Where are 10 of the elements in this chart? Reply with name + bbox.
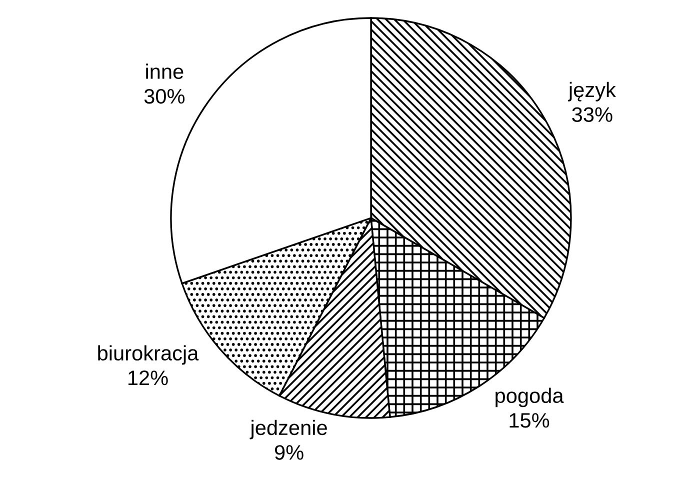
data-label: 9% xyxy=(274,445,304,460)
data-label: 15% xyxy=(510,413,550,428)
data-label: 12% xyxy=(128,370,168,386)
data-label: 30% xyxy=(144,88,185,104)
slice-label: pogoda xyxy=(496,388,564,408)
data-label: 33% xyxy=(572,107,612,122)
slice-label: biurokracja xyxy=(98,345,199,365)
slice-label: jedzenie xyxy=(250,420,327,440)
slice-label: język xyxy=(568,82,616,102)
slice-label: inne xyxy=(146,64,184,79)
